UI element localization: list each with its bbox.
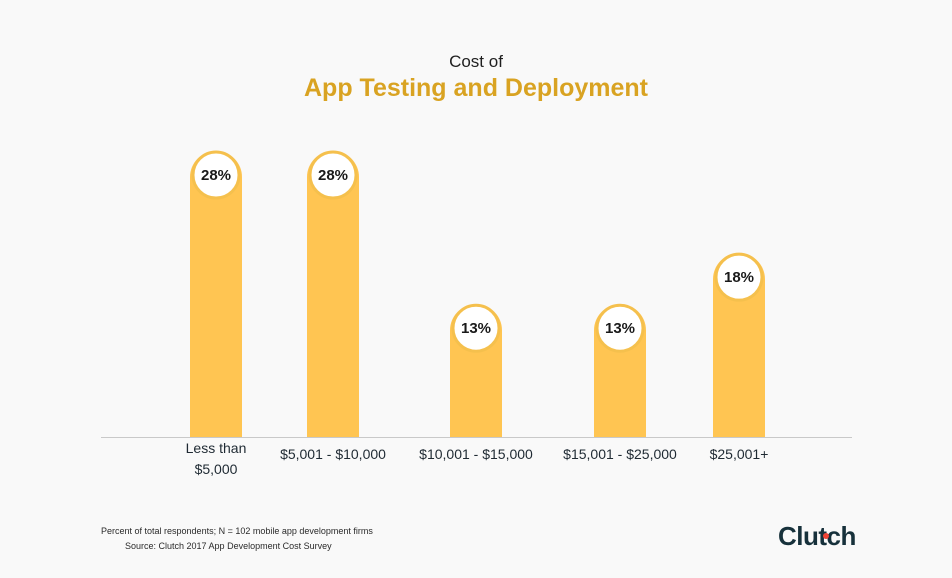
data-label: 13%	[605, 320, 635, 337]
x-tick-label: $25,001+	[710, 446, 769, 462]
logo-text: Clutch	[778, 521, 856, 551]
bar	[713, 253, 765, 437]
value-bubble	[595, 303, 645, 353]
clutch-logo: Clutch	[778, 521, 856, 552]
value-bubble	[191, 150, 241, 200]
data-label: 18%	[724, 269, 754, 286]
data-label: 28%	[201, 167, 231, 184]
x-tick-label: Less than	[186, 440, 247, 456]
chart-title: App Testing and Deployment	[304, 74, 648, 102]
x-tick-label: $10,001 - $15,000	[419, 446, 533, 462]
source-note: Source: Clutch 2017 App Development Cost…	[125, 541, 332, 551]
logo-dot	[823, 533, 829, 539]
x-tick-label: $5,001 - $10,000	[280, 446, 386, 462]
x-tick-label: $15,001 - $25,000	[563, 446, 677, 462]
bar	[190, 151, 242, 437]
bar	[307, 151, 359, 437]
footnote: Percent of total respondents; N = 102 mo…	[101, 526, 373, 536]
data-label: 13%	[461, 320, 491, 337]
x-tick-label: $5,000	[195, 461, 238, 477]
value-bubble	[451, 303, 501, 353]
data-label: 28%	[318, 167, 348, 184]
value-bubble	[714, 252, 764, 302]
chart-title-prefix: Cost of	[449, 52, 503, 71]
value-bubble	[308, 150, 358, 200]
